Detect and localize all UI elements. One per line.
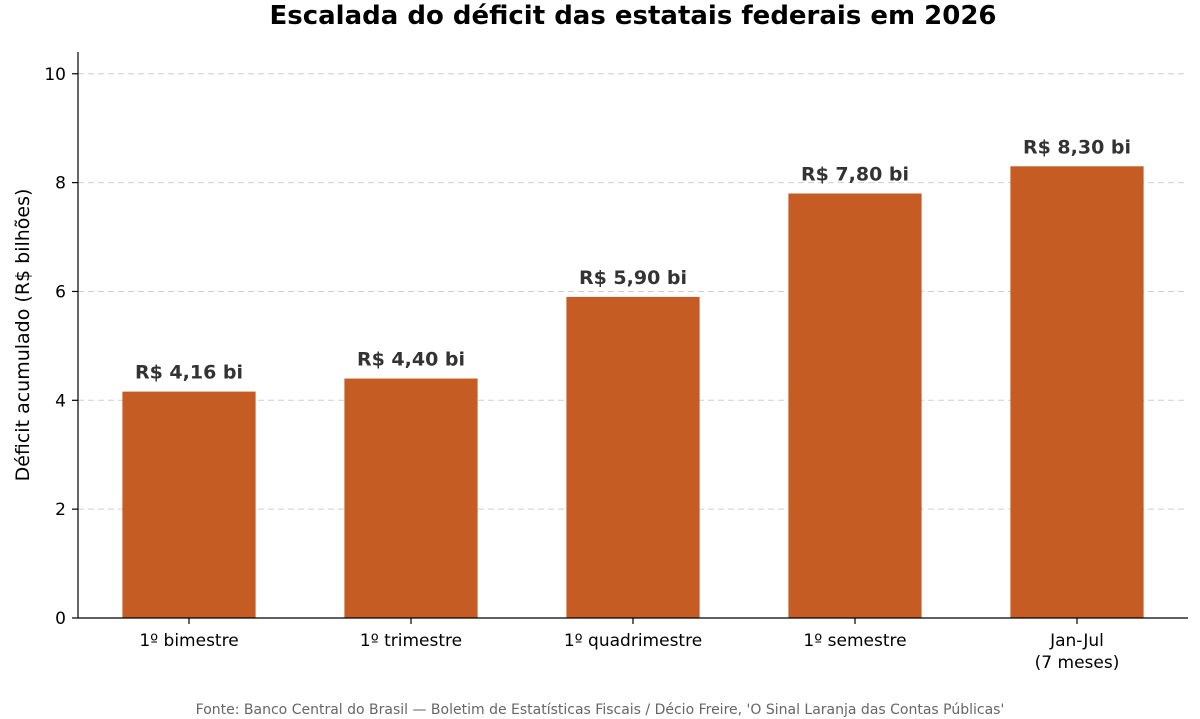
y-tick-label: 8 [55, 174, 66, 194]
data-label: R$ 4,40 bi [357, 349, 465, 371]
y-tick-label: 4 [55, 391, 66, 411]
data-label: R$ 5,90 bi [579, 267, 687, 289]
y-tick-label: 6 [55, 282, 66, 302]
bars [122, 166, 1144, 619]
y-tick-label: 0 [55, 609, 66, 629]
chart-title: Escalada do déficit das estatais federai… [269, 1, 997, 31]
x-tick-label: 1º semestre [803, 631, 906, 651]
y-tick-label: 2 [55, 500, 66, 520]
bar [122, 391, 256, 618]
x-tick-label: 1º bimestre [139, 631, 238, 651]
source-note: Fonte: Banco Central do Brasil — Boletim… [195, 702, 1005, 718]
y-axis-title: Déficit acumulado (R$ bilhões) [12, 189, 34, 482]
x-tick-label: Jan-Jul [1049, 631, 1104, 651]
data-label: R$ 8,30 bi [1023, 136, 1131, 158]
bar [788, 193, 922, 618]
x-tick-label: 1º trimestre [360, 631, 462, 651]
x-tick-label: (7 meses) [1035, 653, 1120, 673]
labels: 0 2 4 6 8 10 R$ 4,16 bi 1º bimestre R$ 4,40 bi 1º… [12, 65, 1131, 673]
bar [344, 378, 478, 618]
x-tick-label: 1º quadrimestre [564, 631, 702, 651]
axes [72, 52, 1188, 624]
data-label: R$ 7,80 bi [801, 164, 909, 186]
bar [1010, 166, 1144, 619]
y-tick-label: 10 [44, 65, 66, 85]
bar [566, 296, 700, 618]
data-label: R$ 4,16 bi [135, 362, 243, 384]
